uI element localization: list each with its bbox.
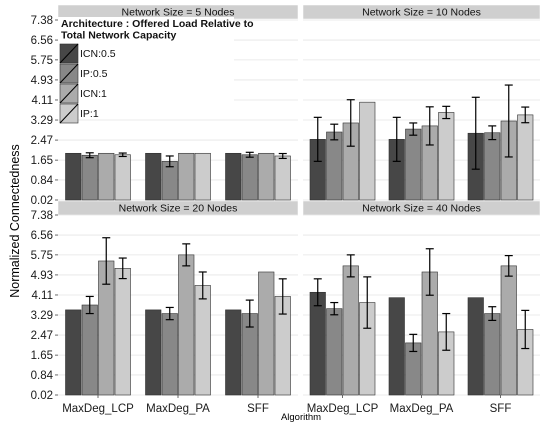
y-tick-label: 0.02 <box>31 195 53 207</box>
plot-background <box>303 20 540 200</box>
panel: Network Size = 10 Nodes <box>302 4 540 201</box>
legend-title: Architecture : Offered Load Relative to <box>61 18 254 30</box>
y-tick-label: 6.56 <box>31 35 53 47</box>
x-tick-label: MaxDeg_PA <box>390 403 454 415</box>
bar <box>65 152 82 201</box>
legend-box <box>58 17 234 119</box>
y-tick-label: 1.65 <box>31 155 53 167</box>
panel: Network Size = 20 Nodes MaxDeg_LCP MaxDeg_… <box>31 200 299 415</box>
bar <box>438 112 455 201</box>
legend-entry: ICN:1 <box>80 88 107 100</box>
legend-entry: ICN:0.5 <box>80 48 116 60</box>
legend-entry: IP:1 <box>80 108 99 120</box>
y-tick-label: 7.38 <box>31 210 53 222</box>
panel-title: Network Size = 40 Nodes <box>362 203 481 215</box>
bar <box>309 291 326 396</box>
plot-background <box>58 215 298 395</box>
bar <box>484 132 501 201</box>
legend-title: Total Network Capacity <box>61 30 176 42</box>
legend: Architecture : Offered Load Relative toT… <box>58 17 254 124</box>
panel-title: Network Size = 5 Nodes <box>122 7 235 19</box>
bar <box>258 271 275 396</box>
bar <box>81 154 98 201</box>
bar <box>241 154 258 201</box>
bar <box>194 285 211 396</box>
bar <box>326 131 343 201</box>
y-tick-label: 5.75 <box>31 250 53 262</box>
x-tick-label: SFF <box>247 403 269 415</box>
x-tick-label: MaxDeg_PA <box>146 403 210 415</box>
y-tick-label: 4.11 <box>31 95 53 107</box>
bar <box>517 114 534 201</box>
bar <box>65 309 82 396</box>
legend-key-slash <box>59 83 79 104</box>
x-axis-title: Algorithm <box>281 412 321 423</box>
bar <box>326 308 343 396</box>
panel-strip <box>302 4 540 20</box>
panel-title: Network Size = 20 Nodes <box>119 203 238 215</box>
bar <box>114 154 131 201</box>
y-tick-label: 1.65 <box>31 350 53 362</box>
bar <box>145 152 162 201</box>
y-tick-label: 0.02 <box>31 390 53 402</box>
bar <box>342 265 359 396</box>
x-tick-label: MaxDeg_LCP <box>62 403 134 415</box>
plot-background <box>303 215 540 395</box>
y-tick-label: 2.47 <box>31 330 53 342</box>
bar <box>161 313 178 396</box>
bar <box>225 309 242 396</box>
bar <box>274 155 291 201</box>
bar <box>98 152 115 201</box>
y-tick-label: 4.11 <box>31 290 53 302</box>
bar <box>388 297 405 396</box>
y-axis-title: Normalized Connectedness <box>8 144 22 298</box>
bar <box>359 101 376 201</box>
x-tick-label: MaxDeg_LCP <box>307 403 379 415</box>
y-tick-label: 2.47 <box>31 135 53 147</box>
bar <box>81 304 98 396</box>
y-tick-label: 4.93 <box>31 75 53 87</box>
bar <box>467 297 484 396</box>
y-tick-label: 0.84 <box>31 370 54 382</box>
legend-key-slash <box>59 63 79 84</box>
bar <box>225 152 242 201</box>
panel: Network Size = 40 Nodes MaxDeg_LCP MaxDeg_… <box>302 200 540 415</box>
y-tick-label: 5.75 <box>31 55 53 67</box>
bar <box>194 152 211 201</box>
bar <box>258 152 275 201</box>
legend-key-slash <box>59 103 79 124</box>
y-tick-label: 7.38 <box>31 15 53 27</box>
y-tick-label: 4.93 <box>31 270 53 282</box>
y-tick-label: 0.84 <box>31 175 54 187</box>
legend-key-slash <box>59 43 79 64</box>
panel-title: Network Size = 10 Nodes <box>362 7 481 19</box>
bar <box>178 152 195 201</box>
x-tick-label: SFF <box>490 403 512 415</box>
bar <box>484 313 501 396</box>
legend-entry: IP:0.5 <box>80 68 108 80</box>
y-tick-label: 3.29 <box>31 115 53 127</box>
y-tick-label: 3.29 <box>31 310 53 322</box>
bar <box>500 265 517 396</box>
bar <box>114 268 131 396</box>
bar <box>178 254 195 396</box>
bar <box>405 128 422 201</box>
y-tick-label: 6.56 <box>31 230 53 242</box>
bar <box>145 309 162 396</box>
